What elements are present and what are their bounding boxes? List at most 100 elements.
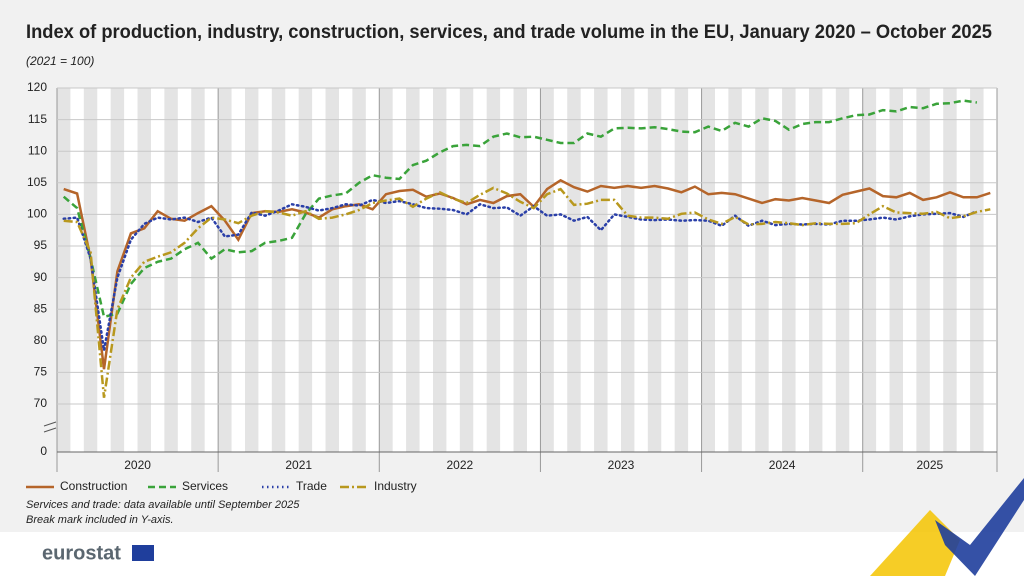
y-tick-label: 110 — [28, 143, 47, 157]
month-band — [701, 88, 715, 452]
month-band — [849, 88, 863, 452]
plot-area: 2020 2021 2022 2023 2024 2025 0 70 75 80 85 90 95 100… — [27, 80, 998, 472]
month-band — [218, 88, 232, 452]
month-band — [943, 88, 957, 452]
month-band — [768, 88, 783, 452]
legend-label: Trade — [296, 479, 327, 493]
month-band — [392, 88, 407, 452]
logo-text: eurostat — [42, 542, 121, 564]
month-band — [647, 88, 662, 452]
month-band — [553, 88, 568, 452]
month-band — [580, 88, 595, 452]
y-tick-label: 105 — [27, 175, 47, 189]
y-tick-label: 100 — [27, 207, 47, 221]
month-band — [285, 88, 299, 452]
y-tick-label: 120 — [27, 80, 47, 94]
y-tick-label: 0 — [40, 444, 47, 458]
y-tick-label: 75 — [34, 365, 48, 379]
x-tick-label: 2020 — [124, 458, 151, 472]
legend-label: Industry — [374, 479, 417, 493]
month-band — [339, 88, 353, 452]
axis-break — [43, 421, 57, 433]
x-tick-label: 2021 — [285, 458, 312, 472]
month-band — [835, 88, 850, 452]
month-band — [151, 88, 165, 452]
month-band — [661, 88, 675, 452]
month-band — [594, 88, 608, 452]
y-tick-label: 90 — [34, 270, 48, 284]
y-tick-label: 95 — [34, 238, 48, 252]
month-band — [191, 88, 205, 452]
month-band — [204, 88, 219, 452]
month-band — [513, 88, 527, 452]
month-band — [782, 88, 796, 452]
month-band — [621, 88, 635, 452]
month-band — [983, 88, 997, 452]
month-band — [245, 88, 259, 452]
y-tick-label: 115 — [28, 112, 47, 126]
month-band — [164, 88, 178, 452]
month-band — [406, 88, 420, 452]
month-band — [822, 88, 836, 452]
month-band — [231, 88, 245, 452]
month-band — [674, 88, 689, 452]
x-tick-label: 2024 — [769, 458, 796, 472]
month-band — [755, 88, 769, 452]
month-band — [177, 88, 192, 452]
footer-background — [0, 532, 1024, 576]
month-band — [365, 88, 380, 452]
month-band — [876, 88, 890, 452]
decoration — [870, 510, 960, 576]
month-band — [688, 88, 702, 452]
decoration — [935, 478, 1024, 576]
series-line — [63, 178, 991, 370]
series-line — [63, 186, 991, 398]
legend-label: Services — [182, 479, 228, 493]
month-band — [889, 88, 903, 452]
month-band — [527, 88, 541, 452]
month-band — [607, 88, 621, 452]
month-band — [419, 88, 433, 452]
month-band — [567, 88, 581, 452]
y-tick-label: 85 — [34, 301, 48, 315]
month-band — [433, 88, 447, 452]
month-band — [486, 88, 501, 452]
month-band — [70, 88, 84, 452]
logo-flag — [132, 545, 154, 561]
note: Break mark included in Y-axis. — [26, 514, 174, 526]
chart-title: Index of production, industry, construct… — [26, 22, 992, 43]
month-band — [795, 88, 809, 452]
month-band — [634, 88, 648, 452]
month-band — [916, 88, 930, 452]
y-tick-label: 80 — [34, 333, 48, 347]
month-band — [956, 88, 971, 452]
month-band — [809, 88, 823, 452]
month-band — [862, 88, 877, 452]
month-band — [929, 88, 944, 452]
month-band — [741, 88, 756, 452]
month-band — [500, 88, 514, 452]
x-tick-label: 2023 — [608, 458, 635, 472]
month-band — [473, 88, 487, 452]
y-tick-label: 70 — [34, 396, 48, 410]
month-band — [57, 88, 71, 452]
month-band — [715, 88, 729, 452]
month-band — [446, 88, 460, 452]
month-band — [137, 88, 151, 452]
month-band — [459, 88, 474, 452]
month-band — [258, 88, 272, 452]
x-tick-label: 2025 — [917, 458, 944, 472]
month-band — [325, 88, 339, 452]
month-band — [83, 88, 98, 452]
month-band — [379, 88, 393, 452]
month-band — [352, 88, 366, 452]
legend-label: Construction — [60, 479, 127, 493]
month-band — [124, 88, 138, 452]
x-tick-label: 2022 — [447, 458, 474, 472]
month-band — [970, 88, 984, 452]
note: Services and trade: data available until… — [26, 499, 300, 511]
month-band — [271, 88, 286, 452]
month-band — [728, 88, 742, 452]
chart-subtitle: (2021 = 100) — [26, 54, 94, 68]
